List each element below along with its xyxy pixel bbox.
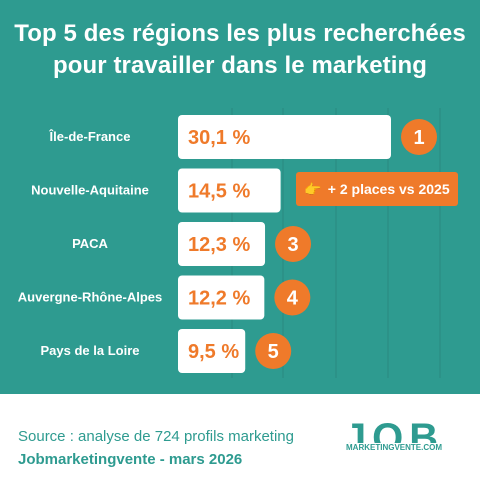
bars: Île-de-France 30,1 % 1 Nouvelle-Aquitaine 14…	[18, 115, 437, 373]
rank-badge	[275, 226, 312, 262]
callout-text: + 2 places vs 2025	[327, 181, 450, 197]
value-label: 14,5 %	[188, 181, 250, 203]
bar	[178, 275, 265, 320]
bar	[178, 222, 266, 266]
value-label: 12,3 %	[188, 234, 250, 256]
jobmarketingvente-logo: JOB MARKETINGVENTE.COM	[338, 416, 450, 470]
pointing-hand-icon: 👉	[304, 181, 322, 197]
rank-label: 1	[413, 127, 424, 149]
rank-badge	[274, 279, 311, 316]
rank-badge	[255, 333, 292, 369]
bar	[178, 329, 246, 373]
category-label: Nouvelle-Aquitaine	[31, 183, 149, 198]
source-text: Source : analyse de 724 profils marketin…	[18, 428, 294, 445]
bar	[178, 115, 391, 159]
value-label: 12,2 %	[188, 288, 250, 310]
ranking-callout: 👉 + 2 places vs 2025	[296, 172, 458, 206]
value-label: 9,5 %	[188, 341, 239, 363]
credit-text: Jobmarketingvente - mars 2026	[18, 451, 243, 468]
footer: Source : analyse de 724 profils marketin…	[0, 394, 480, 480]
logo-word: JOB	[343, 416, 445, 460]
category-label: Pays de la Loire	[41, 343, 140, 358]
category-label: Auvergne-Rhône-Alpes	[18, 290, 162, 305]
bar	[178, 168, 281, 213]
category-label: Île-de-France	[49, 129, 131, 144]
value-label: 30,1 %	[188, 127, 250, 149]
chart-panel: Top 5 des régions les plus recherchées p…	[0, 0, 480, 394]
rank-label: 5	[268, 341, 279, 363]
bar-chart: Île-de-France 30,1 % 1 Nouvelle-Aquitaine 14…	[18, 108, 441, 378]
chart-title: Top 5 des régions les plus recherchées p…	[14, 20, 466, 79]
rank-label: 3	[287, 234, 298, 256]
rank-label: 4	[287, 288, 299, 310]
logo-subtitle: MARKETINGVENTE.COM	[342, 443, 446, 453]
rank-badge	[401, 119, 437, 155]
category-label: PACA	[72, 236, 108, 251]
